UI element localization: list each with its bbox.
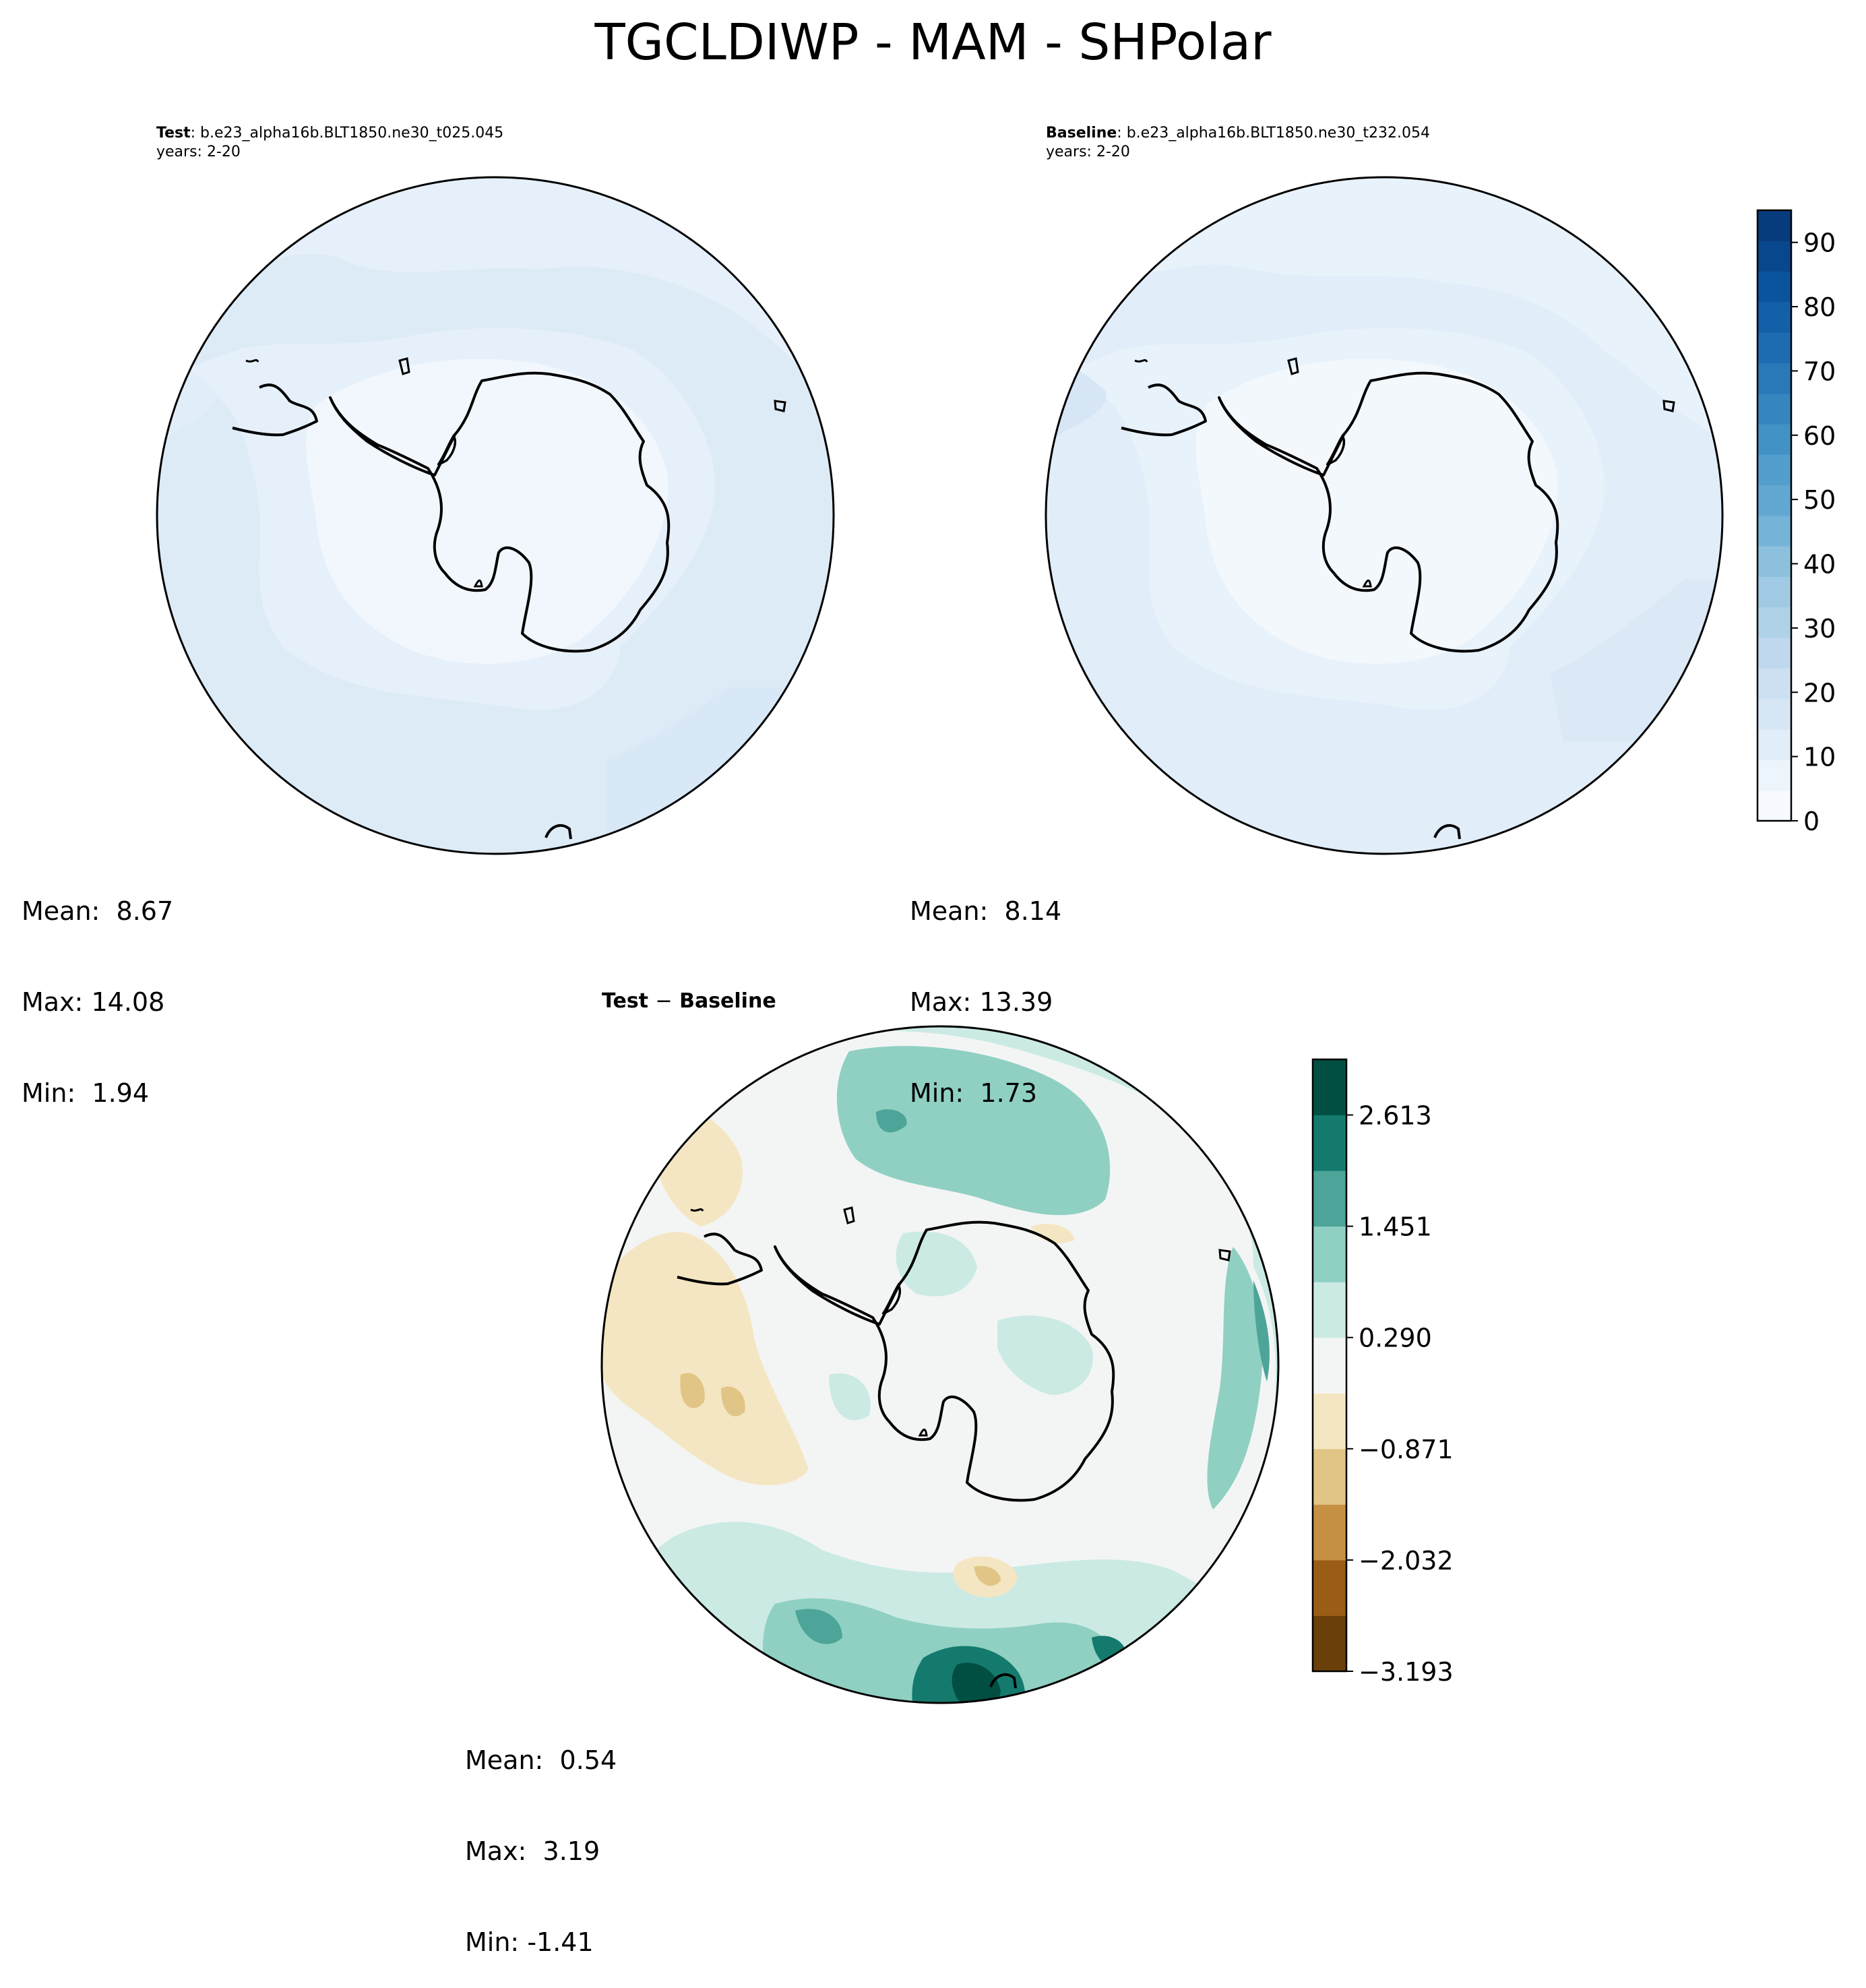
blues-colorbar-tick-label: 0 [1803,807,1820,836]
diff-mean-label: Mean: [465,1745,544,1775]
test-map [156,176,835,855]
diff-min-label: Min: [465,1927,520,1957]
brbg-colorbar-bin [1313,1226,1346,1282]
baseline-mean-label: Mean: [910,896,989,926]
brbg-colorbar-bin [1313,1337,1346,1394]
blues-colorbar-frame [1756,209,1793,822]
brbg-colorbar-tick-label: 0.290 [1359,1324,1432,1353]
brbg-colorbar-bin [1313,1171,1346,1227]
diff-stats: Mean: 0.54 Max: 3.19 Min: -1.41 [465,1685,617,1988]
diff-max-value: 3.19 [542,1836,600,1866]
test-max-value: 14.08 [91,987,165,1017]
blues-colorbar-bin [1758,485,1791,516]
brbg-colorbar-bin [1313,1559,1346,1616]
baseline-years: years: 2-20 [1046,144,1130,160]
test-run-info: Test: b.e23_alpha16b.BLT1850.ne30_t025.0… [156,124,503,162]
blues-colorbar: 0 10 20 30 40 50 60 70 80 90 [1756,209,1836,836]
blues-colorbar-tick-label: 60 [1803,421,1836,451]
brbg-colorbar-tick-label: −0.871 [1359,1435,1454,1464]
test-min-label: Min: [22,1078,76,1108]
blues-colorbar-bin [1758,607,1791,638]
brbg-colorbar-bin [1313,1615,1346,1672]
brbg-colorbar-tick-label: 2.613 [1359,1101,1432,1131]
test-min-value: 1.94 [92,1078,150,1108]
blues-colorbar-bin [1758,332,1791,363]
blues-colorbar-bin [1758,729,1791,760]
blues-colorbar-tick-label: 80 [1803,292,1836,322]
blues-colorbar-bin [1758,516,1791,547]
baseline-min-label: Min: [910,1078,964,1108]
baseline-stats: Mean: 8.14 Max: 13.39 Min: 1.73 [910,836,1061,1139]
blues-colorbar-bin [1758,668,1791,700]
diff-mean-value: 0.54 [559,1745,617,1775]
blues-colorbar-tick-label: 70 [1803,356,1836,386]
blues-colorbar-tick-label: 40 [1803,550,1836,580]
brbg-colorbar: −3.193 −2.032 −0.871 0.290 1.451 2.613 [1311,1058,1454,1687]
brbg-colorbar-tick-label: −2.032 [1359,1546,1454,1576]
test-max-label: Max: [22,987,84,1017]
blues-colorbar-tick-label: 50 [1803,485,1836,515]
test-case-name: : b.e23_alpha16b.BLT1850.ne30_t025.045 [190,125,504,142]
test-mean-label: Mean: [22,896,100,926]
brbg-colorbar-bin [1313,1504,1346,1561]
diff-min-value: -1.41 [527,1927,594,1957]
blues-colorbar-bin [1758,301,1791,333]
blues-colorbar-bin [1758,454,1791,486]
blues-colorbar-tick-label: 30 [1803,614,1836,644]
diff-max-label: Max: [465,1836,527,1866]
diff-title-test: Test [602,989,649,1013]
baseline-map [1045,176,1724,855]
blues-colorbar-tick-label: 20 [1803,678,1836,708]
blues-colorbar-tick-label: 90 [1803,228,1836,258]
diff-title-minus: − [655,989,673,1013]
test-stats: Mean: 8.67 Max: 14.08 Min: 1.94 [22,836,173,1139]
test-mean-value: 8.67 [116,896,174,926]
baseline-max-value: 13.39 [979,987,1053,1017]
diff-title-baseline: Baseline [679,989,776,1013]
brbg-colorbar-tick-label: 1.451 [1359,1212,1432,1242]
blues-colorbar-bin [1758,271,1791,303]
brbg-colorbar-bin [1313,1059,1346,1116]
brbg-colorbar-bin [1313,1393,1346,1450]
blues-colorbar-bin [1758,790,1791,821]
blues-colorbar-bin [1758,393,1791,425]
test-years: years: 2-20 [156,144,241,160]
baseline-max-label: Max: [910,987,972,1017]
baseline-min-value: 1.73 [980,1078,1038,1108]
blues-colorbar-bin [1758,424,1791,455]
blues-colorbar-bin [1758,638,1791,669]
baseline-mean-value: 8.14 [1004,896,1062,926]
diff-panel-title: Test − Baseline [602,989,776,1013]
brbg-colorbar-tick-label: −3.193 [1359,1657,1454,1687]
blues-colorbar-bin [1758,759,1791,791]
baseline-run-info: Baseline: b.e23_alpha16b.BLT1850.ne30_t2… [1046,124,1430,162]
brbg-colorbar-bin [1313,1282,1346,1338]
brbg-colorbar-frame [1311,1058,1348,1673]
test-label: Test [156,125,191,142]
figure-canvas: 0 10 20 30 40 50 60 70 80 90 −3.193 −2.032 −0.871 0.… [156,176,1836,1704]
brbg-colorbar-bin [1313,1448,1346,1505]
blues-colorbar-tick-label: 10 [1803,743,1836,772]
baseline-case-name: : b.e23_alpha16b.BLT1850.ne30_t232.054 [1117,125,1430,142]
blues-colorbar-bin [1758,363,1791,394]
baseline-label: Baseline [1046,125,1117,142]
blues-colorbar-bin [1758,546,1791,578]
brbg-colorbar-bin [1313,1115,1346,1171]
blues-colorbar-bin [1758,210,1791,241]
blues-colorbar-bin [1758,241,1791,272]
figure-title: TGCLDIWP - MAM - SHPolar [594,13,1272,71]
blues-colorbar-bin [1758,698,1791,730]
blues-colorbar-bin [1758,576,1791,608]
